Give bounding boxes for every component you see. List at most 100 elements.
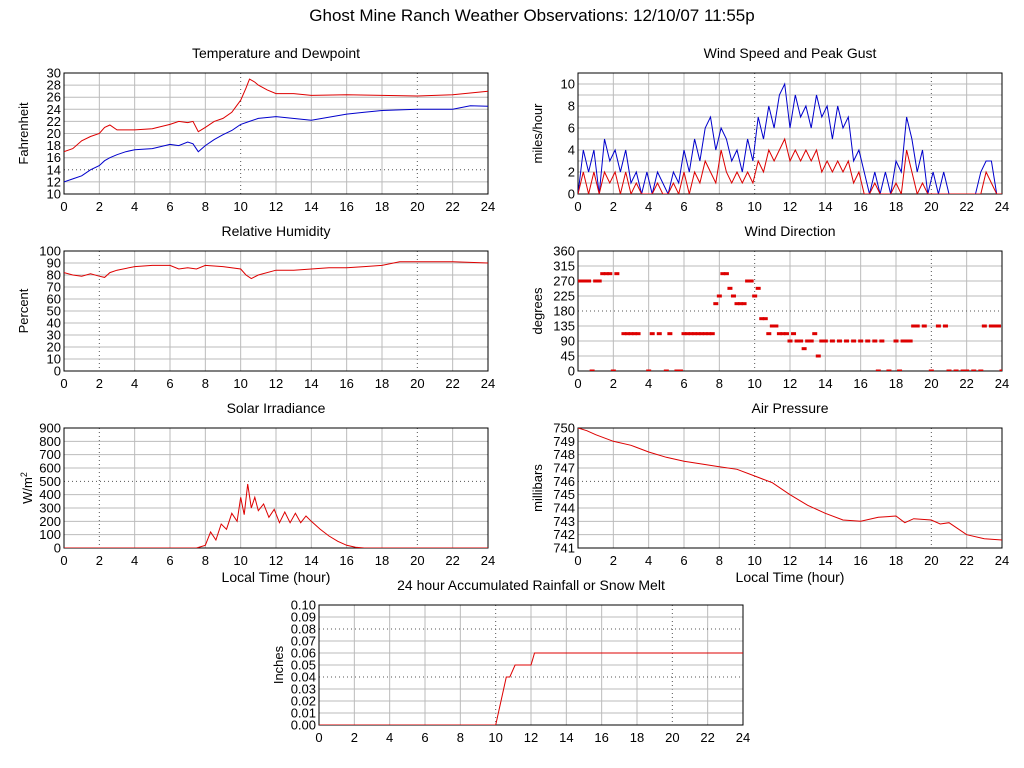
data-point [776, 332, 782, 336]
y-tick-label: 746 [553, 474, 575, 489]
y-tick-label: 0.10 [291, 598, 316, 613]
y-tick-label: 270 [553, 274, 575, 289]
data-point [812, 332, 818, 336]
data-point [858, 339, 864, 343]
series-line [578, 137, 1002, 194]
x-tick-label: 0 [315, 730, 322, 745]
x-tick-label: 24 [995, 199, 1009, 214]
y-tick-label: 743 [553, 514, 575, 529]
data-point [734, 302, 740, 306]
x-tick-label: 22 [700, 730, 714, 745]
x-tick-label: 14 [304, 199, 318, 214]
series-line [64, 78, 488, 153]
data-point [621, 332, 627, 336]
data-point [769, 324, 775, 328]
y-tick-label: 744 [553, 501, 575, 516]
x-tick-label: 12 [783, 553, 797, 568]
data-point [603, 272, 609, 276]
x-tick-label: 0 [60, 376, 67, 391]
data-point [787, 339, 793, 343]
data-point [600, 272, 606, 276]
y-tick-label: 135 [553, 319, 575, 334]
data-point [610, 369, 616, 371]
x-tick-label: 0 [574, 553, 581, 568]
data-point [879, 339, 885, 343]
x-tick-label: 2 [351, 730, 358, 745]
data-point [730, 294, 736, 298]
x-tick-label: 24 [736, 730, 750, 745]
y-tick-label: 26 [47, 90, 61, 105]
y-tick-label: 90 [561, 334, 575, 349]
y-tick-label: 749 [553, 434, 575, 449]
x-tick-label: 4 [131, 199, 138, 214]
data-point [738, 302, 744, 306]
data-point [893, 339, 899, 343]
y-tick-label: 18 [47, 138, 61, 153]
x-tick-label: 0 [60, 553, 67, 568]
x-tick-label: 18 [889, 199, 903, 214]
data-point [928, 369, 934, 371]
y-tick-label: 10 [47, 352, 61, 367]
x-tick-label: 22 [445, 376, 459, 391]
data-point [632, 332, 638, 336]
x-tick-label: 14 [818, 199, 832, 214]
data-point [815, 354, 821, 358]
data-point [702, 332, 708, 336]
plot-frame [63, 72, 489, 195]
data-point [681, 332, 687, 336]
x-tick-label: 16 [339, 199, 353, 214]
y-tick-label: 600 [39, 461, 61, 476]
series-line [64, 105, 488, 183]
y-axis-label: millibars [530, 464, 545, 512]
x-tick-label: 12 [269, 376, 283, 391]
series-line [319, 652, 743, 725]
data-point [946, 369, 952, 371]
x-tick-label: 22 [445, 553, 459, 568]
data-point [695, 332, 701, 336]
chart-title: Air Pressure [751, 400, 828, 416]
data-point [688, 332, 694, 336]
y-tick-label: 900 [39, 421, 61, 436]
x-tick-label: 2 [610, 553, 617, 568]
data-point [935, 324, 941, 328]
y-tick-label: 100 [39, 244, 61, 259]
y-tick-label: 0.04 [291, 670, 316, 685]
chart-rain: 24 hour Accumulated Rainfall or Snow Mel… [271, 577, 750, 745]
x-tick-label: 0 [574, 199, 581, 214]
x-tick-label: 8 [457, 730, 464, 745]
y-tick-label: 0 [568, 187, 575, 202]
y-tick-label: 60 [47, 292, 61, 307]
data-point [716, 294, 722, 298]
x-tick-label: 18 [375, 376, 389, 391]
y-tick-label: 0 [54, 364, 61, 379]
y-tick-label: 0.01 [291, 706, 316, 721]
data-point [773, 324, 779, 328]
x-tick-label: 14 [304, 376, 318, 391]
x-tick-label: 20 [410, 376, 424, 391]
data-point [995, 324, 1001, 328]
x-tick-label: 4 [386, 730, 393, 745]
data-point [614, 272, 620, 276]
data-point [875, 369, 881, 371]
x-tick-label: 20 [924, 553, 938, 568]
x-tick-label: 24 [481, 553, 495, 568]
y-tick-label: 10 [47, 187, 61, 202]
x-tick-label: 2 [96, 553, 103, 568]
x-tick-label: 8 [716, 376, 723, 391]
y-tick-label: 745 [553, 487, 575, 502]
data-point [865, 339, 871, 343]
data-point [897, 369, 903, 371]
x-tick-label: 8 [202, 553, 209, 568]
x-tick-label: 10 [747, 199, 761, 214]
data-point [886, 369, 892, 371]
data-point [805, 339, 811, 343]
x-tick-label: 22 [959, 199, 973, 214]
x-tick-label: 12 [524, 730, 538, 745]
data-point [794, 339, 800, 343]
data-point [596, 279, 602, 283]
data-point [798, 339, 804, 343]
y-tick-label: 16 [47, 150, 61, 165]
